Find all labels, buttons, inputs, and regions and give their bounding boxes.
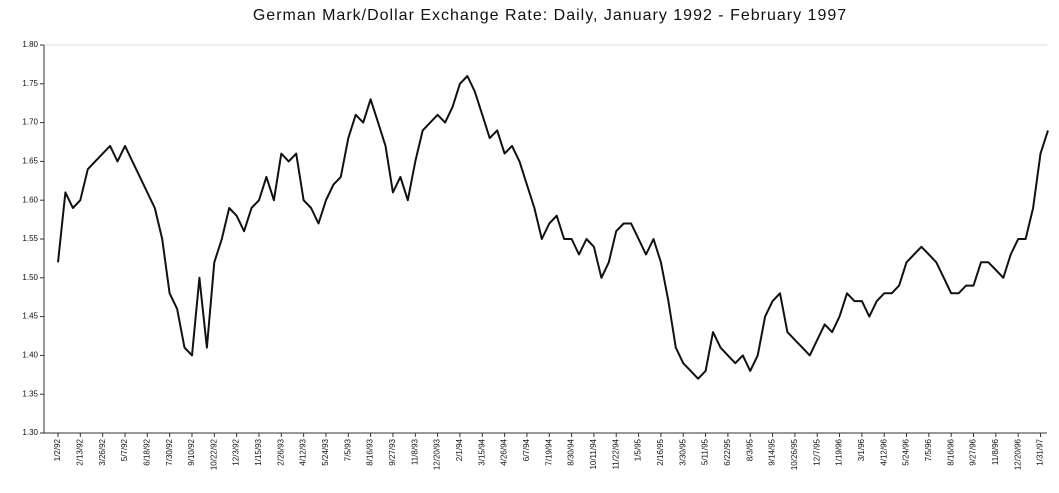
y-tick-label: 1.55 <box>22 234 38 243</box>
x-tick-label: 8/16/96 <box>946 438 955 465</box>
x-tick-label: 8/30/94 <box>567 438 576 465</box>
x-tick-label: 12/7/95 <box>812 438 821 465</box>
x-tick-label: 8/3/95 <box>745 438 754 461</box>
x-tick-label: 7/30/92 <box>165 438 174 465</box>
x-tick-label: 9/14/95 <box>768 438 777 465</box>
x-tick-label: 4/26/94 <box>500 438 509 465</box>
x-tick-label: 12/3/92 <box>232 438 241 465</box>
x-tick-label: 6/22/95 <box>723 438 732 465</box>
x-tick-label: 5/24/93 <box>321 438 330 465</box>
y-tick-label: 1.50 <box>22 273 38 282</box>
x-tick-label: 3/30/95 <box>678 438 687 465</box>
x-tick-label: 1/31/97 <box>1036 438 1045 465</box>
line <box>57 75 1049 380</box>
x-tick-label: 1/15/93 <box>254 438 263 465</box>
x-tick-label: 3/1/96 <box>857 438 866 461</box>
x-tick-label: 1/19/96 <box>835 438 844 465</box>
y-tick-label: 1.40 <box>22 351 38 360</box>
y-tick-label: 1.35 <box>22 389 38 398</box>
x-tick-label: 7/5/93 <box>343 438 352 461</box>
x-tick-label: 2/13/92 <box>75 438 84 465</box>
x-tick-label: 3/15/94 <box>477 438 486 465</box>
x-tick-label: 2/1/94 <box>455 438 464 461</box>
y-tick-label: 1.65 <box>22 157 38 166</box>
x-tick-label: 2/26/93 <box>276 438 285 465</box>
x-tick-label: 11/22/94 <box>611 438 620 469</box>
y-tick-label: 1.70 <box>22 118 38 127</box>
y-tick-label: 1.30 <box>22 428 38 437</box>
x-tick-label: 6/18/92 <box>142 438 151 465</box>
x-tick-label: 6/7/94 <box>522 438 531 461</box>
x-tick-label: 7/19/94 <box>544 438 553 465</box>
x-tick-label: 4/12/96 <box>879 438 888 465</box>
x-tick-label: 1/5/95 <box>634 438 643 461</box>
x-tick-label: 12/20/93 <box>433 438 442 470</box>
x-tick-label: 10/22/92 <box>209 438 218 470</box>
x-tick-label: 4/12/93 <box>299 438 308 465</box>
y-tick-label: 1.45 <box>22 312 38 321</box>
x-tick-label: 10/26/95 <box>790 438 799 470</box>
x-tick-label: 11/8/93 <box>410 438 419 465</box>
x-tick-label: 7/5/96 <box>924 438 933 461</box>
x-tick-label: 5/24/96 <box>902 438 911 465</box>
y-tick-label: 1.75 <box>22 79 38 88</box>
x-tick-label: 3/26/92 <box>98 438 107 465</box>
x-tick-label: 12/20/96 <box>1013 438 1022 470</box>
x-tick-label: 9/10/92 <box>187 438 196 465</box>
x-tick-label: 2/16/95 <box>656 438 665 465</box>
y-tick-label: 1.60 <box>22 195 38 204</box>
x-tick-label: 9/27/96 <box>969 438 978 465</box>
x-tick-label: 1/2/92 <box>53 438 62 461</box>
y-tick-label: 1.80 <box>22 40 38 49</box>
x-tick-label: 11/8/96 <box>991 438 1000 465</box>
chart-title: German Mark/Dollar Exchange Rate: Daily,… <box>253 7 847 24</box>
x-tick-label: 5/7/92 <box>120 438 129 461</box>
x-tick-label: 10/11/94 <box>589 438 598 469</box>
x-tick-label: 9/27/93 <box>388 438 397 465</box>
x-tick-label: 8/16/93 <box>366 438 375 465</box>
x-tick-label: 5/11/95 <box>701 438 710 465</box>
